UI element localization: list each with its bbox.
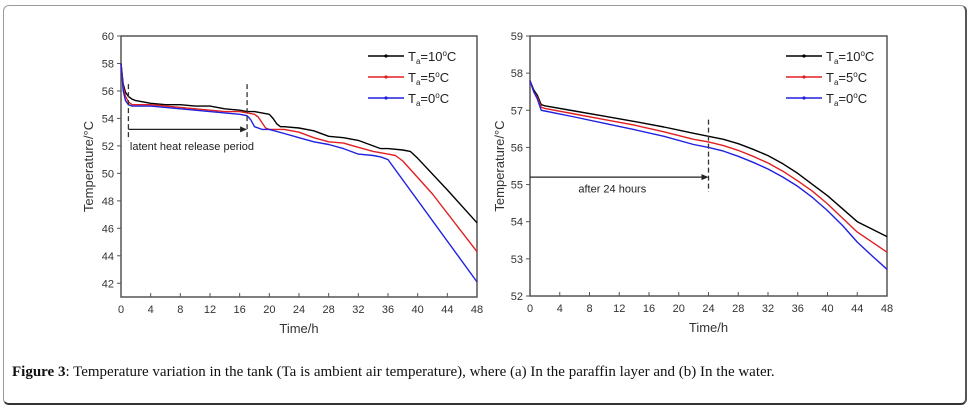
caption-label: Figure 3 [12, 364, 66, 380]
y-tick-label: 48 [102, 196, 114, 208]
x-tick-label: 28 [323, 304, 335, 316]
x-tick-label: 24 [702, 303, 714, 315]
y-tick-label: 57 [511, 105, 523, 117]
x-tick-label: 0 [118, 304, 124, 316]
series-line-10c [120, 63, 478, 224]
series-line-5c [120, 63, 478, 253]
legend-marker [384, 54, 388, 58]
y-tick-label: 60 [102, 31, 114, 43]
x-axis-title: Time/h [279, 321, 318, 336]
x-tick-label: 24 [293, 304, 305, 316]
x-tick-label: 40 [821, 303, 833, 315]
x-tick-label: 36 [792, 303, 804, 315]
legend-label: Ta=0oC [408, 91, 449, 108]
x-tick-label: 16 [643, 303, 655, 315]
y-tick-label: 54 [102, 113, 114, 125]
x-tick-label: 28 [732, 303, 744, 315]
x-axis-title: Time/h [689, 320, 728, 335]
legend-marker [802, 75, 806, 79]
y-tick-label: 56 [102, 86, 114, 98]
x-tick-label: 48 [881, 303, 893, 315]
annotation-text: after 24 hours [578, 183, 646, 195]
x-tick-label: 12 [204, 304, 216, 316]
series-line-10c [529, 80, 888, 238]
arrow-head [240, 126, 248, 133]
y-tick-label: 46 [102, 223, 114, 235]
y-tick-label: 53 [511, 254, 523, 266]
y-tick-label: 44 [102, 251, 114, 263]
legend-label: Ta=0oC [826, 91, 867, 108]
legend-label: Ta=5oC [408, 70, 449, 87]
y-axis-title: Temperature/°C [81, 121, 96, 212]
x-tick-label: 0 [527, 303, 533, 315]
x-tick-label: 12 [613, 303, 625, 315]
series-line-0c [120, 63, 478, 283]
x-tick-label: 20 [263, 304, 275, 316]
x-tick-label: 36 [382, 304, 394, 316]
legend-label: Ta=5oC [826, 70, 867, 87]
x-tick-label: 4 [557, 303, 563, 315]
x-tick-label: 32 [762, 303, 774, 315]
y-tick-label: 52 [511, 291, 523, 303]
x-tick-label: 8 [586, 303, 592, 315]
legend-marker [384, 75, 388, 79]
series-line-5c [529, 80, 888, 253]
legend-label: Ta=10oC [408, 49, 456, 66]
annotation-text: latent heat release period [130, 141, 254, 153]
chart-paraffin-layer: 0 4 8 12 16 20 24 28 32 36 40 44 4842444648505254565… [81, 31, 483, 336]
x-tick-label: 8 [177, 304, 183, 316]
legend-marker [802, 96, 806, 100]
chart-water: 0 4 8 12 16 20 24 28 32 36 40 44 485253545556575859T… [492, 31, 893, 335]
figure-frame [3, 5, 967, 405]
y-tick-label: 54 [511, 217, 523, 229]
x-tick-label: 40 [412, 304, 424, 316]
x-tick-label: 4 [148, 304, 154, 316]
y-axis-title: Temperature/°C [492, 120, 507, 211]
legend-marker [802, 54, 806, 58]
x-tick-label: 20 [673, 303, 685, 315]
y-tick-label: 42 [102, 278, 114, 290]
legend-marker [384, 96, 388, 100]
x-tick-label: 44 [851, 303, 863, 315]
y-tick-label: 52 [102, 141, 114, 153]
x-tick-label: 16 [234, 304, 246, 316]
x-tick-label: 32 [352, 304, 364, 316]
arrow-head [701, 174, 709, 181]
x-tick-label: 44 [441, 304, 453, 316]
y-tick-label: 50 [102, 168, 114, 180]
series-line-0c [529, 80, 888, 270]
y-tick-label: 58 [102, 58, 114, 70]
figure-caption: Figure 3: Temperature variation in the t… [12, 364, 775, 381]
y-tick-label: 59 [511, 31, 523, 43]
y-tick-label: 55 [511, 180, 523, 192]
legend-label: Ta=10oC [826, 49, 874, 66]
y-tick-label: 56 [511, 142, 523, 154]
caption-text: : Temperature variation in the tank (Ta … [65, 364, 775, 380]
x-tick-label: 48 [471, 304, 483, 316]
y-tick-label: 58 [511, 68, 523, 80]
